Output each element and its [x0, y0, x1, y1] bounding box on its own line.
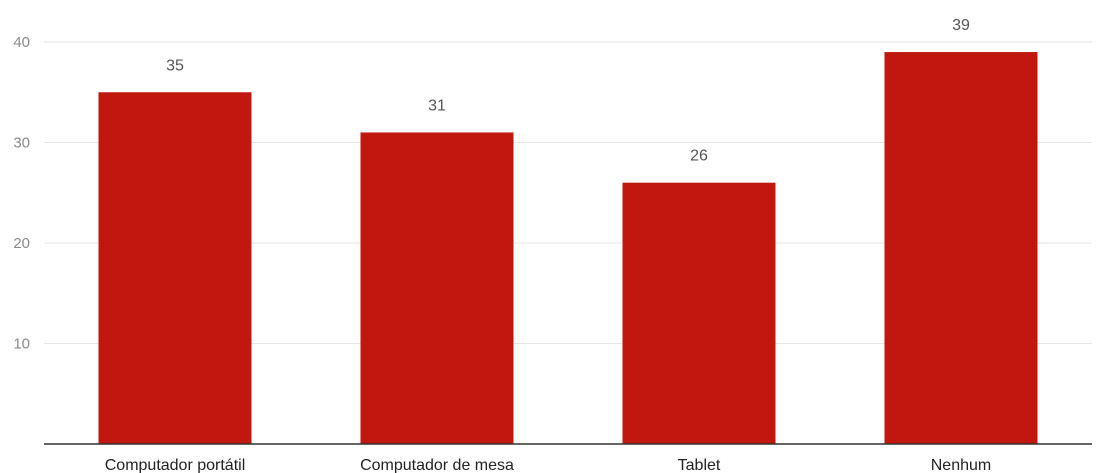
category-label-3: Tablet [678, 457, 721, 473]
y-tick-label-20: 20 [13, 235, 30, 252]
bars [98, 52, 1038, 445]
bar-4 [884, 52, 1038, 445]
category-label-2: Computador de mesa [360, 457, 514, 473]
data-label-2: 31 [428, 97, 446, 114]
data-label-1: 35 [166, 57, 184, 74]
data-label-3: 26 [690, 148, 708, 165]
data-label-4: 39 [952, 17, 970, 34]
y-axis-ticks: 10 20 30 40 [13, 34, 30, 353]
bar-1 [98, 92, 252, 444]
data-labels: 35 31 26 39 [166, 17, 970, 165]
x-axis-categories: Computador portátil Computador de mesa Tab… [105, 457, 992, 473]
y-tick-label-10: 10 [13, 336, 30, 353]
y-tick-label-40: 40 [13, 34, 30, 51]
y-tick-label-30: 30 [13, 135, 30, 152]
category-label-1: Computador portátil [105, 457, 246, 473]
bar-2 [360, 132, 514, 444]
category-label-4: Nenhum [931, 457, 991, 473]
bar-3 [622, 182, 776, 444]
